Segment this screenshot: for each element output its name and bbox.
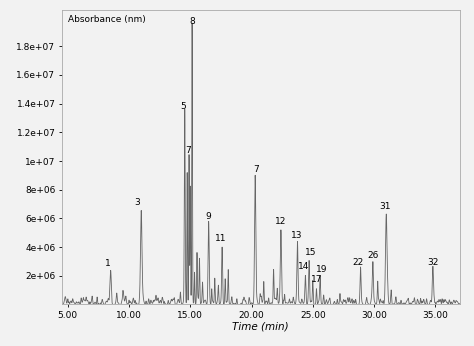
Text: 19: 19 [316,265,327,274]
Text: 13: 13 [291,231,302,240]
Text: 26: 26 [367,251,378,260]
Text: 32: 32 [427,258,438,267]
X-axis label: Time (min): Time (min) [232,321,289,331]
Text: 5: 5 [180,102,186,111]
Text: 22: 22 [353,258,364,267]
Text: 9: 9 [205,212,211,221]
Text: 7: 7 [254,165,259,174]
Text: 31: 31 [379,202,391,211]
Text: 7: 7 [185,146,191,155]
Text: 14: 14 [298,263,309,272]
Text: 11: 11 [215,234,227,243]
Text: 17: 17 [310,275,322,284]
Text: 15: 15 [305,248,316,257]
Text: 12: 12 [274,217,286,226]
Text: 3: 3 [135,198,140,207]
Text: 1: 1 [105,259,111,268]
Text: 8: 8 [190,17,196,26]
Text: Absorbance (nm): Absorbance (nm) [68,15,146,24]
